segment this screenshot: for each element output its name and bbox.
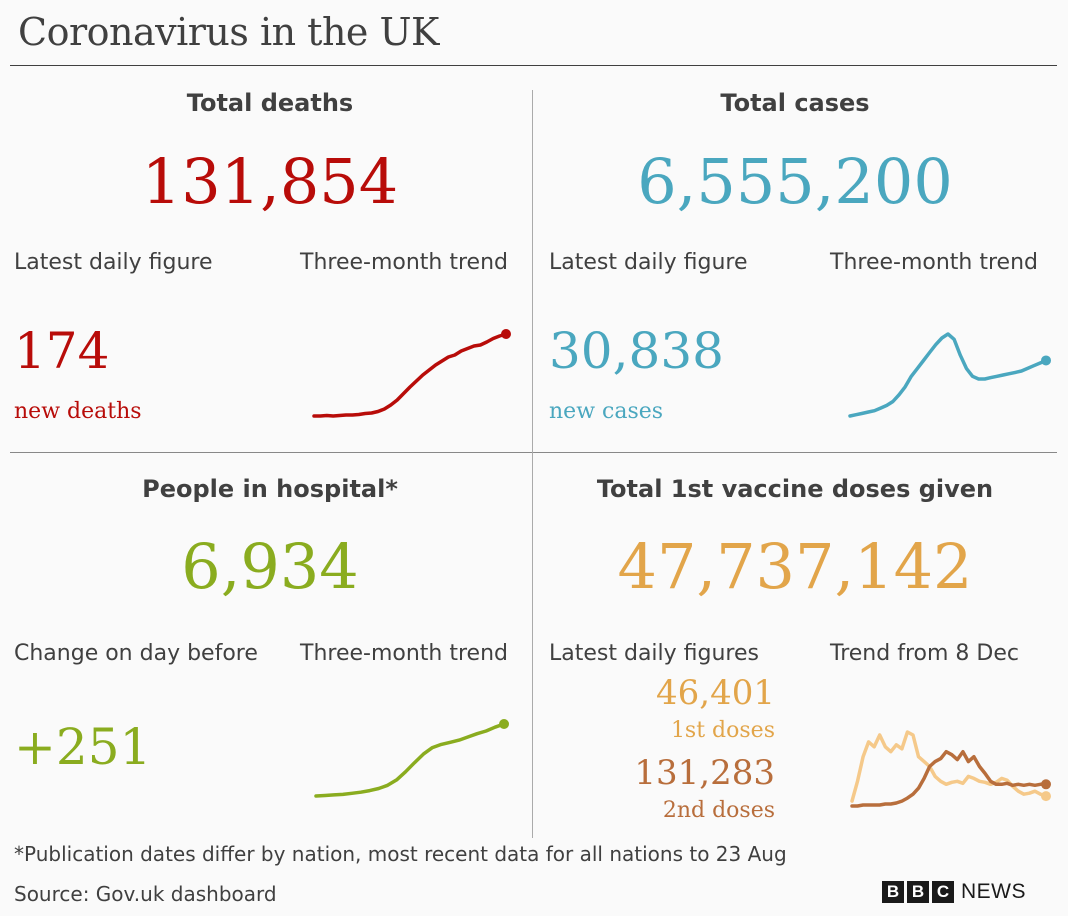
vaccine-total: 47,737,142 (617, 530, 973, 603)
bbc-news-logo: B B C NEWS (882, 880, 1026, 904)
vaccine-trend-label: Trend from 8 Dec (830, 641, 1019, 666)
hospital-daily-value: +251 (14, 718, 152, 776)
vaccine-first-daily: 46,401 (656, 673, 775, 713)
source-note: Source: Gov.uk dashboard (14, 882, 277, 906)
hospital-latest-label: Change on day before (14, 641, 258, 666)
hospital-total: 6,934 (181, 530, 359, 603)
vaccine-first-unit: 1st doses (670, 718, 775, 743)
vaccine-second-daily: 131,283 (634, 753, 775, 793)
chart-hospital-line-0 (314, 722, 506, 798)
chart-deaths-line-0 (312, 332, 508, 418)
horizontal-divider (10, 452, 1057, 453)
cases-trend-chart (848, 332, 1051, 418)
cases-latest-label: Latest daily figure (549, 250, 748, 275)
chart-hospital-end-dot-0 (499, 719, 509, 729)
deaths-daily-value: 174 (14, 322, 110, 380)
cases-daily-value: 30,838 (549, 322, 724, 380)
page-title: Coronavirus in the UK (18, 10, 439, 54)
footnote: *Publication dates differ by nation, mos… (14, 842, 787, 866)
chart-vaccine-line-1 (850, 749, 1048, 808)
chart-deaths-end-dot-0 (501, 329, 511, 339)
bbc-letter-b2: B (907, 881, 929, 903)
chart-vaccine-end-dot-0 (1041, 791, 1051, 802)
chart-vaccine-end-dot-1 (1041, 779, 1051, 790)
bbc-letter-c: C (932, 881, 954, 903)
deaths-latest-label: Latest daily figure (14, 250, 213, 275)
vaccine-heading: Total 1st vaccine doses given (596, 475, 994, 503)
hospital-heading: People in hospital* (142, 475, 398, 503)
cases-heading: Total cases (720, 89, 870, 117)
chart-vaccine-line-0 (850, 730, 1048, 803)
deaths-trend-label: Three-month trend (300, 250, 508, 275)
chart-cases-end-dot-0 (1041, 355, 1051, 366)
deaths-heading: Total deaths (186, 89, 354, 117)
cases-total: 6,555,200 (637, 145, 953, 218)
cases-trend-label: Three-month trend (830, 250, 1038, 275)
hospital-trend-label: Three-month trend (300, 641, 508, 666)
deaths-trend-chart (312, 329, 511, 418)
bbc-letter-b1: B (882, 881, 904, 903)
vaccine-trend-chart (850, 730, 1051, 808)
hospital-trend-chart (314, 719, 509, 798)
cases-daily-unit: new cases (549, 399, 664, 424)
vertical-divider (532, 90, 533, 838)
vaccine-second-unit: 2nd doses (662, 798, 775, 823)
bbc-news-word: NEWS (961, 880, 1026, 903)
deaths-total: 131,854 (141, 145, 399, 218)
chart-cases-line-0 (848, 332, 1048, 418)
title-rule (10, 65, 1057, 66)
deaths-daily-unit: new deaths (14, 399, 142, 424)
vaccine-latest-label: Latest daily figures (549, 641, 759, 666)
